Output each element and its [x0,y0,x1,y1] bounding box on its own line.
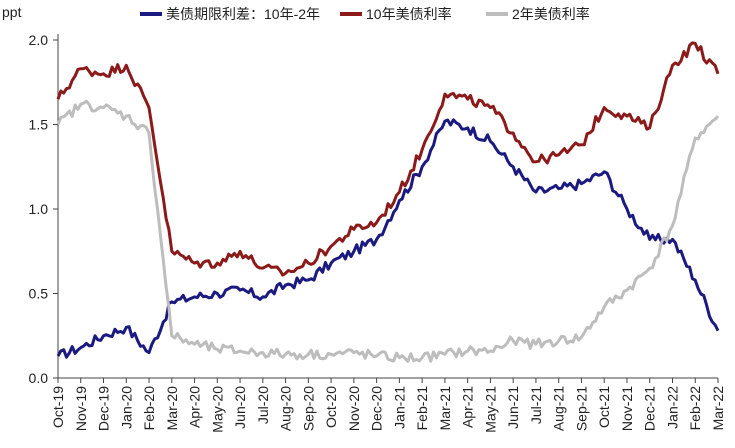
x-tick-label: Mar-22 [710,386,726,431]
legend-label: 10年美债利率 [366,6,452,22]
x-tick-label: Jan-21 [391,386,407,429]
x-tick-label: Apr-20 [187,386,203,428]
x-tick-label: Oct-19 [50,386,66,428]
x-tick-label: Nov-20 [346,386,362,431]
x-tick-label: Dec-21 [642,386,658,431]
y-tick-label: 1.5 [29,117,49,133]
x-tick-label: Sep-21 [573,386,589,431]
axes: ppt 0.0 0.5 1.0 1.5 2.0 Oct-19 Nov-19 Dec-19 Jan-… [2,4,726,433]
x-tick-label: Feb-21 [414,386,430,431]
x-tick-label: Aug-20 [278,386,294,431]
series-lines [56,41,720,363]
x-tick-label: Apr-21 [460,386,476,428]
x-tick-label: Nov-19 [73,386,89,431]
x-tick-label: Dec-19 [96,386,112,431]
y-tick-label: 0.0 [29,370,49,386]
x-tick-label: Feb-20 [141,386,157,431]
x-tick-label: Jul-20 [255,386,271,424]
x-tick-label: May-21 [482,386,498,433]
legend-label: 美债期限利差：10年-2年 [166,6,320,22]
legend: 美债期限利差：10年-2年 10年美债利率 2年美债利率 [140,6,590,22]
y-tick-label: 0.5 [29,286,49,302]
x-tick-label: Feb-22 [687,386,703,431]
legend-label: 2年美债利率 [512,6,590,22]
x-tick-label: Aug-21 [551,386,567,431]
x-tick-label: Oct-21 [596,386,612,428]
x-tick-label: May-20 [209,386,225,433]
x-tick-label: Jul-21 [528,386,544,424]
x-tick-label: Jun-20 [232,386,248,429]
y-tick-label: 1.0 [29,201,49,217]
x-tick-label: Jun-21 [505,386,521,429]
x-tick-label: Mar-20 [164,386,180,431]
y-axis-unit-label: ppt [2,4,22,20]
x-tick-label: Dec-20 [369,386,385,431]
y-tick-label: 2.0 [29,32,49,48]
series-line-2 [56,99,720,363]
x-tick-label: Oct-20 [323,386,339,428]
x-tick-label: Jan-22 [664,386,680,429]
series-line-1 [56,41,720,277]
x-tick-label: Jan-20 [118,386,134,429]
x-tick-label: Nov-21 [619,386,635,431]
x-tick-label: Sep-20 [300,386,316,431]
x-tick-label: Mar-21 [437,386,453,431]
